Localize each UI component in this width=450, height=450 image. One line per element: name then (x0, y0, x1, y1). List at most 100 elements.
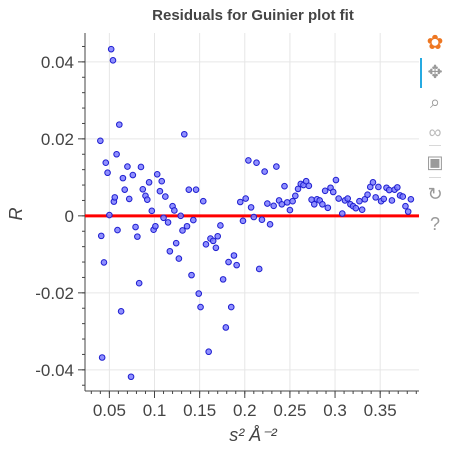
data-point (177, 212, 184, 220)
data-point (209, 237, 217, 245)
data-point (402, 202, 409, 210)
data-point (283, 199, 291, 206)
active-tool-indicator (420, 58, 422, 88)
data-point (233, 261, 240, 269)
wheel-zoom-icon[interactable]: ∞ (428, 121, 442, 142)
x-tick-label: 0.2 (233, 401, 257, 420)
data-point (119, 174, 127, 182)
x-tick-label: 0.15 (183, 401, 216, 420)
data-point (125, 195, 133, 203)
data-point (212, 244, 220, 252)
data-point (162, 193, 169, 200)
data-point (127, 373, 135, 381)
data-point (190, 216, 197, 224)
data-point (266, 221, 274, 228)
data-point (158, 177, 166, 185)
data-point (219, 276, 227, 283)
data-point (394, 184, 401, 191)
box-zoom-icon[interactable]: ⌕ (429, 91, 441, 112)
data-point (164, 219, 172, 226)
data-point (356, 197, 363, 205)
y-tick-label: 0 (65, 207, 74, 226)
data-point (227, 303, 235, 311)
data-point (192, 186, 200, 193)
data-point (98, 354, 106, 361)
data-point (388, 197, 396, 204)
data-point (107, 45, 115, 53)
data-point (385, 186, 393, 194)
x-tick-label: 0.1 (143, 401, 167, 420)
data-point (171, 207, 178, 214)
data-point (166, 247, 174, 255)
data-point (197, 303, 204, 311)
data-point (338, 210, 346, 217)
data-point (100, 259, 108, 266)
data-point (352, 204, 360, 212)
data-points (97, 45, 415, 381)
data-point (225, 258, 232, 266)
x-tick-label: 0.35 (364, 401, 397, 420)
pan-icon[interactable]: ✥ (427, 61, 443, 82)
reset-icon[interactable]: ↻ (427, 183, 443, 204)
x-tick-label: 0.05 (93, 401, 126, 420)
data-point (289, 197, 296, 205)
data-point (404, 208, 412, 215)
data-point (114, 226, 121, 234)
data-point (106, 211, 113, 219)
data-point (261, 168, 268, 175)
data-point (358, 206, 366, 213)
data-point (205, 348, 212, 356)
data-point (281, 182, 288, 190)
data-point (160, 214, 167, 222)
data-point (214, 232, 221, 240)
y-tick-label: -0.02 (35, 284, 74, 303)
data-point (153, 170, 161, 178)
data-point (97, 232, 105, 240)
data-point (372, 194, 379, 201)
data-point (121, 186, 129, 193)
data-point (217, 222, 224, 229)
data-point (258, 216, 266, 223)
data-point (113, 150, 120, 158)
data-point (270, 202, 277, 210)
data-point (175, 255, 183, 262)
data-point (156, 187, 164, 195)
data-point (305, 182, 313, 190)
data-point (278, 201, 286, 208)
data-point (310, 201, 318, 208)
data-point (97, 137, 104, 145)
data-point (124, 163, 131, 170)
data-point (321, 187, 329, 195)
data-point (137, 163, 145, 171)
y-axis-label: R (6, 208, 26, 221)
data-point (239, 217, 247, 225)
help-icon[interactable]: ? (429, 213, 440, 234)
data-point (319, 201, 326, 208)
data-point (199, 197, 207, 205)
data-point (129, 171, 137, 179)
data-point (111, 194, 119, 201)
data-point (134, 233, 141, 240)
data-point (273, 163, 280, 170)
x-axis-label: s² Å⁻² (229, 425, 278, 445)
data-point (183, 222, 191, 230)
data-point (109, 57, 117, 64)
data-point (152, 222, 159, 230)
y-tick-label: 0.04 (41, 53, 74, 72)
data-point (236, 198, 244, 206)
data-point (230, 252, 238, 259)
bokeh-logo-icon: ✿ (426, 31, 444, 54)
data-point (292, 192, 299, 200)
data-point (332, 176, 340, 184)
data-point (102, 159, 110, 167)
data-point (148, 207, 156, 215)
data-point (375, 183, 382, 191)
save-icon[interactable]: ▣ (426, 151, 444, 172)
data-point (242, 195, 249, 202)
data-point (117, 308, 125, 315)
toolbar-separator (429, 177, 441, 178)
data-point (104, 169, 111, 177)
data-point (185, 186, 193, 193)
data-point (364, 191, 371, 198)
